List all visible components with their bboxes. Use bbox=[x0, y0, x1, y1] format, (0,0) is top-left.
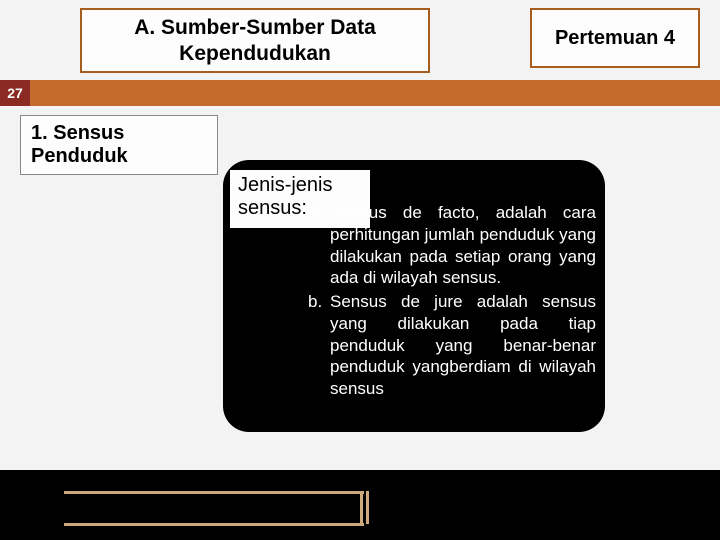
list-content: Sensus de jure adalah sensus yang dilaku… bbox=[330, 291, 596, 400]
list-marker: a. bbox=[308, 202, 330, 289]
title-box: A. Sumber-Sumber Data Kependudukan bbox=[80, 8, 430, 73]
footer-line-top bbox=[64, 491, 364, 494]
footer-line-bottom bbox=[64, 523, 364, 526]
list-item: a. Sensus de facto, adalah cara perhitun… bbox=[308, 202, 596, 289]
section-heading-box: 1. Sensus Penduduk bbox=[20, 115, 218, 175]
footer-vert-1 bbox=[360, 491, 363, 524]
accent-bar bbox=[0, 80, 720, 106]
list-item: b. Sensus de jure adalah sensus yang dil… bbox=[308, 291, 596, 400]
list-marker: b. bbox=[308, 291, 330, 400]
title-text: A. Sumber-Sumber Data Kependudukan bbox=[88, 15, 422, 65]
section-heading: 1. Sensus Penduduk bbox=[31, 122, 207, 168]
list-content: Sensus de facto, adalah cara perhitungan… bbox=[330, 202, 596, 289]
page-number: 27 bbox=[0, 80, 30, 106]
body-list: a. Sensus de facto, adalah cara perhitun… bbox=[308, 202, 596, 402]
meeting-text: Pertemuan 4 bbox=[555, 27, 675, 50]
meeting-box: Pertemuan 4 bbox=[530, 8, 700, 68]
footer-vert-2 bbox=[366, 491, 369, 524]
